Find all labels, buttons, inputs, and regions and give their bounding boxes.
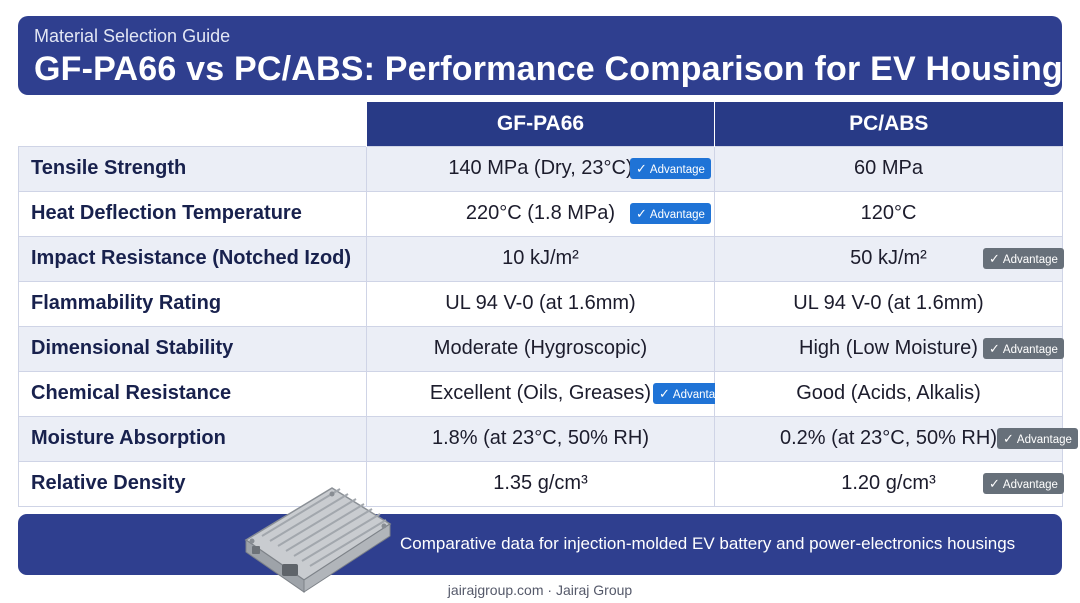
property-label: Impact Resistance (Notched Izod) (18, 235, 367, 282)
advantage-badge: ✓ Advantage (983, 337, 1064, 359)
table-body: Tensile Strength 140 MPa (Dry, 23°C) ✓ Adva… (18, 145, 1078, 507)
comparison-table: GF-PA66 PC/ABS Tensile Strength 140 MPa (… (18, 102, 1078, 507)
table-row: Flammability Rating UL 94 V-0 (at 1.6mm) U… (18, 280, 1063, 327)
table-row: Relative Density 1.35 g/cm³ 1.20 g/cm³ ✓ Adv… (18, 460, 1064, 507)
pc-abs-value-cell: 60 MPa (714, 145, 1063, 192)
page-title: GF-PA66 vs PC/ABS: Performance Compariso… (34, 50, 1080, 88)
gf-pa66-value: 1.8% (at 23°C, 50% RH) (432, 427, 649, 449)
pc-abs-value-cell: 50 kJ/m² ✓ Advantage (714, 235, 1064, 282)
gf-pa66-value: 220°C (1.8 MPa) (465, 202, 616, 224)
gf-pa66-value-cell: 1.35 g/cm³ (366, 460, 715, 507)
advantage-badge: ✓ Advantage (983, 472, 1064, 494)
table-row: Chemical Resistance Excellent (Oils, Grea… (18, 370, 1063, 417)
guide-kicker: Material Selection Guide (34, 26, 231, 46)
advantage-badge: ✓ Advantage (630, 157, 711, 179)
gf-pa66-value-cell: 10 kJ/m² (366, 235, 715, 282)
property-label: Flammability Rating (18, 280, 367, 327)
advantage-label: Advantage (649, 208, 705, 221)
header-blank-cell (19, 102, 367, 146)
pc-abs-value: 1.20 g/cm³ (841, 472, 936, 494)
table-row: Heat Deflection Temperature 220°C (1.8 MP… (18, 190, 1063, 237)
gf-pa66-value-cell: Excellent (Oils, Greases) ✓ Advantage (366, 370, 734, 417)
column-header-pc-abs: PC/ABS (714, 102, 1063, 146)
pc-abs-value-cell: 120°C (714, 190, 1063, 237)
property-label: Relative Density (18, 460, 367, 507)
check-icon: ✓ (636, 205, 647, 221)
gf-pa66-value-cell: 220°C (1.8 MPa) ✓ Advantage (366, 190, 715, 237)
table-header-row: GF-PA66 PC/ABS (19, 102, 1063, 146)
pc-abs-value: Good (Acids, Alkalis) (796, 382, 981, 404)
pc-abs-value-cell: UL 94 V-0 (at 1.6mm) (714, 280, 1063, 327)
property-label: Heat Deflection Temperature (18, 190, 367, 237)
check-icon: ✓ (989, 340, 1000, 356)
check-icon: ✓ (636, 160, 647, 176)
property-label: Dimensional Stability (18, 325, 367, 372)
check-icon: ✓ (659, 385, 670, 401)
gf-pa66-value: Excellent (Oils, Greases) (429, 382, 652, 404)
advantage-label: Advantage (1002, 478, 1058, 491)
property-label: Moisture Absorption (18, 415, 367, 462)
table-row: Moisture Absorption 1.8% (at 23°C, 50% RH… (18, 415, 1078, 462)
check-icon: ✓ (989, 475, 1000, 491)
gf-pa66-value-cell: Moderate (Hygroscopic) (366, 325, 715, 372)
check-icon: ✓ (1003, 430, 1014, 446)
advantage-badge: ✓ Advantage (983, 247, 1064, 269)
pc-abs-value: 50 kJ/m² (850, 247, 927, 269)
pc-abs-value: 120°C (860, 202, 917, 224)
pc-abs-value-cell: High (Low Moisture) ✓ Advantage (714, 325, 1064, 372)
source-credit: jairajgroup.com · Jairaj Group (447, 582, 633, 598)
pc-abs-value: 0.2% (at 23°C, 50% RH) (780, 427, 997, 449)
property-label: Chemical Resistance (18, 370, 367, 417)
advantage-label: Advantage (1002, 343, 1058, 356)
column-header-gf-pa66: GF-PA66 (366, 102, 715, 146)
property-label: Tensile Strength (18, 145, 367, 192)
header-banner: Material Selection Guide GF-PA66 vs PC/A… (18, 16, 1080, 95)
table-row: Impact Resistance (Notched Izod) 10 kJ/m²… (18, 235, 1064, 282)
pc-abs-value-cell: Good (Acids, Alkalis) (714, 370, 1063, 417)
table-row: Dimensional Stability Moderate (Hygroscop… (18, 325, 1064, 372)
pc-abs-value-cell: 0.2% (at 23°C, 50% RH) ✓ Advantage (714, 415, 1078, 462)
footer-caption: Comparative data for injection-molded EV… (400, 534, 1016, 553)
gf-pa66-value: 10 kJ/m² (502, 247, 579, 269)
check-icon: ✓ (989, 250, 1000, 266)
pc-abs-value: UL 94 V-0 (at 1.6mm) (793, 292, 984, 314)
gf-pa66-value: Moderate (Hygroscopic) (433, 337, 648, 359)
table-row: Tensile Strength 140 MPa (Dry, 23°C) ✓ Adva… (18, 145, 1063, 192)
gf-pa66-value-cell: 140 MPa (Dry, 23°C) ✓ Advantage (366, 145, 715, 192)
gf-pa66-value: 140 MPa (Dry, 23°C) (448, 157, 633, 179)
gf-pa66-value: UL 94 V-0 (at 1.6mm) (445, 292, 636, 314)
pc-abs-value: High (Low Moisture) (799, 337, 978, 359)
pc-abs-value: 60 MPa (854, 157, 923, 179)
advantage-label: Advantage (1002, 253, 1058, 266)
advantage-badge: ✓ Advantage (653, 382, 734, 404)
ev-housing-image (244, 487, 392, 593)
pc-abs-value-cell: 1.20 g/cm³ ✓ Advantage (714, 460, 1064, 507)
advantage-label: Advantage (1016, 433, 1072, 446)
gf-pa66-value-cell: 1.8% (at 23°C, 50% RH) (366, 415, 715, 462)
gf-pa66-value: 1.35 g/cm³ (493, 472, 588, 494)
advantage-badge: ✓ Advantage (630, 202, 711, 224)
advantage-label: Advantage (649, 163, 705, 176)
advantage-badge: ✓ Advantage (997, 427, 1078, 449)
footer-banner: Comparative data for injection-molded EV… (18, 514, 1062, 575)
gf-pa66-value-cell: UL 94 V-0 (at 1.6mm) (366, 280, 715, 327)
